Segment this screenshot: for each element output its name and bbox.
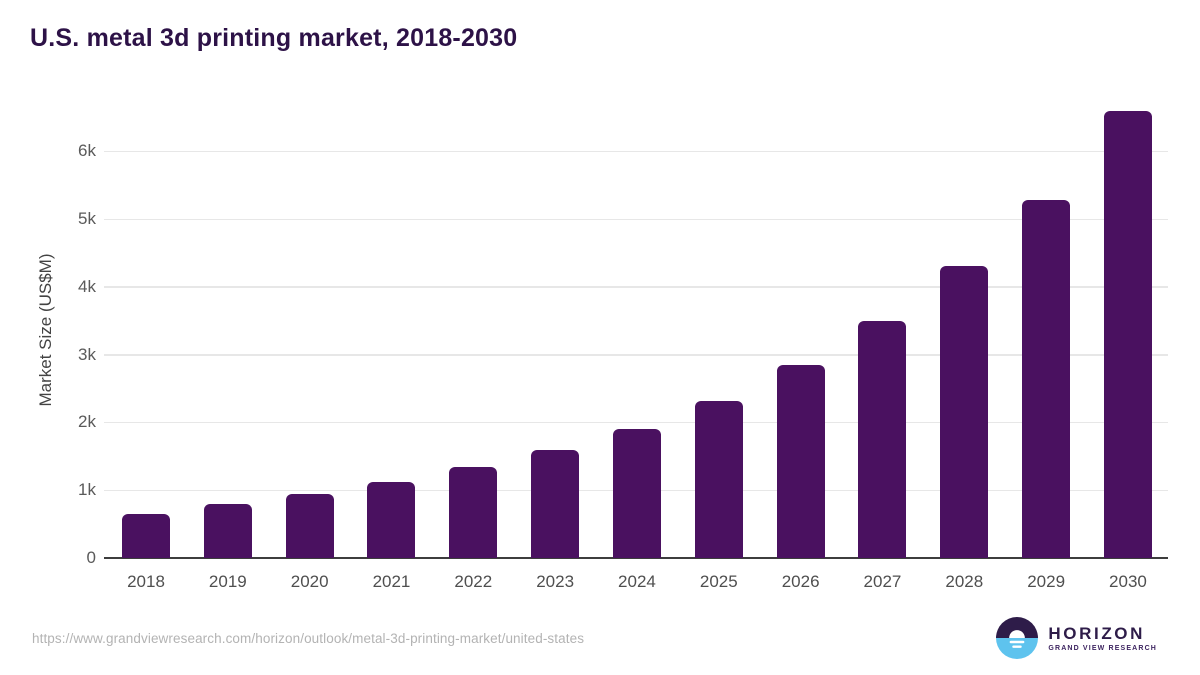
bar-2023[interactable]	[531, 450, 580, 558]
bar-2018[interactable]	[122, 513, 170, 558]
gridline-4k	[104, 286, 1168, 288]
plot-area: 0 1k 2k 3k 4k 5k 6k 2018 2019 2020 2021 2022 2023 202…	[78, 100, 1168, 591]
x-axis-line	[104, 557, 1168, 559]
y-tick-4k: 4k	[78, 276, 96, 296]
y-axis-title: Market Size (US$M)	[36, 253, 55, 407]
gridline-6k	[104, 150, 1168, 153]
horizon-logo-text: HORIZON GRAND VIEW RESEARCH	[1048, 623, 1157, 652]
grand-view-research-subbrand: GRAND VIEW RESEARCH	[1048, 644, 1157, 652]
horizon-brand-name: HORIZON	[1048, 623, 1146, 643]
x-label-2025: 2025	[699, 572, 738, 591]
x-label-2019: 2019	[208, 572, 247, 591]
chart-title: U.S. metal 3d printing market, 2018-2030	[30, 24, 518, 52]
y-tick-5k: 5k	[78, 209, 96, 228]
x-label-2018: 2018	[127, 572, 165, 591]
x-label-2030: 2030	[1109, 572, 1147, 591]
x-label-2020: 2020	[290, 572, 329, 591]
x-label-2027: 2027	[863, 572, 902, 591]
x-label-2028: 2028	[945, 572, 984, 591]
bar-2019[interactable]	[203, 504, 252, 558]
x-label-2023: 2023	[536, 572, 575, 591]
bar-2030[interactable]	[1103, 111, 1152, 558]
x-label-2026: 2026	[781, 572, 820, 591]
bar-2029[interactable]	[1022, 200, 1071, 558]
horizon-logo-icon	[996, 617, 1039, 659]
bar-2022[interactable]	[449, 467, 498, 558]
bar-2024[interactable]	[612, 429, 661, 558]
y-tick-6k: 6k	[78, 141, 96, 161]
bar-2027[interactable]	[858, 321, 907, 558]
gridline-5k	[104, 218, 1168, 220]
bar-2020[interactable]	[285, 494, 334, 558]
bar-2026[interactable]	[776, 365, 825, 558]
x-label-2022: 2022	[454, 572, 493, 591]
x-label-2024: 2024	[618, 572, 656, 591]
bar-2028[interactable]	[940, 266, 989, 558]
x-label-2021: 2021	[372, 572, 411, 591]
source-url: https://www.grandviewresearch.com/horizo…	[32, 631, 585, 646]
y-tick-1k: 1k	[78, 480, 96, 500]
bar-2025[interactable]	[694, 400, 743, 558]
horizon-logo: HORIZON GRAND VIEW RESEARCH	[996, 617, 1157, 659]
y-tick-0: 0	[86, 548, 96, 567]
gridline-2k	[104, 421, 1168, 424]
bar-2021[interactable]	[367, 482, 416, 558]
x-label-2029: 2029	[1027, 572, 1066, 591]
gridline-3k	[104, 354, 1168, 356]
y-tick-2k: 2k	[78, 412, 96, 432]
y-tick-3k: 3k	[78, 344, 96, 364]
